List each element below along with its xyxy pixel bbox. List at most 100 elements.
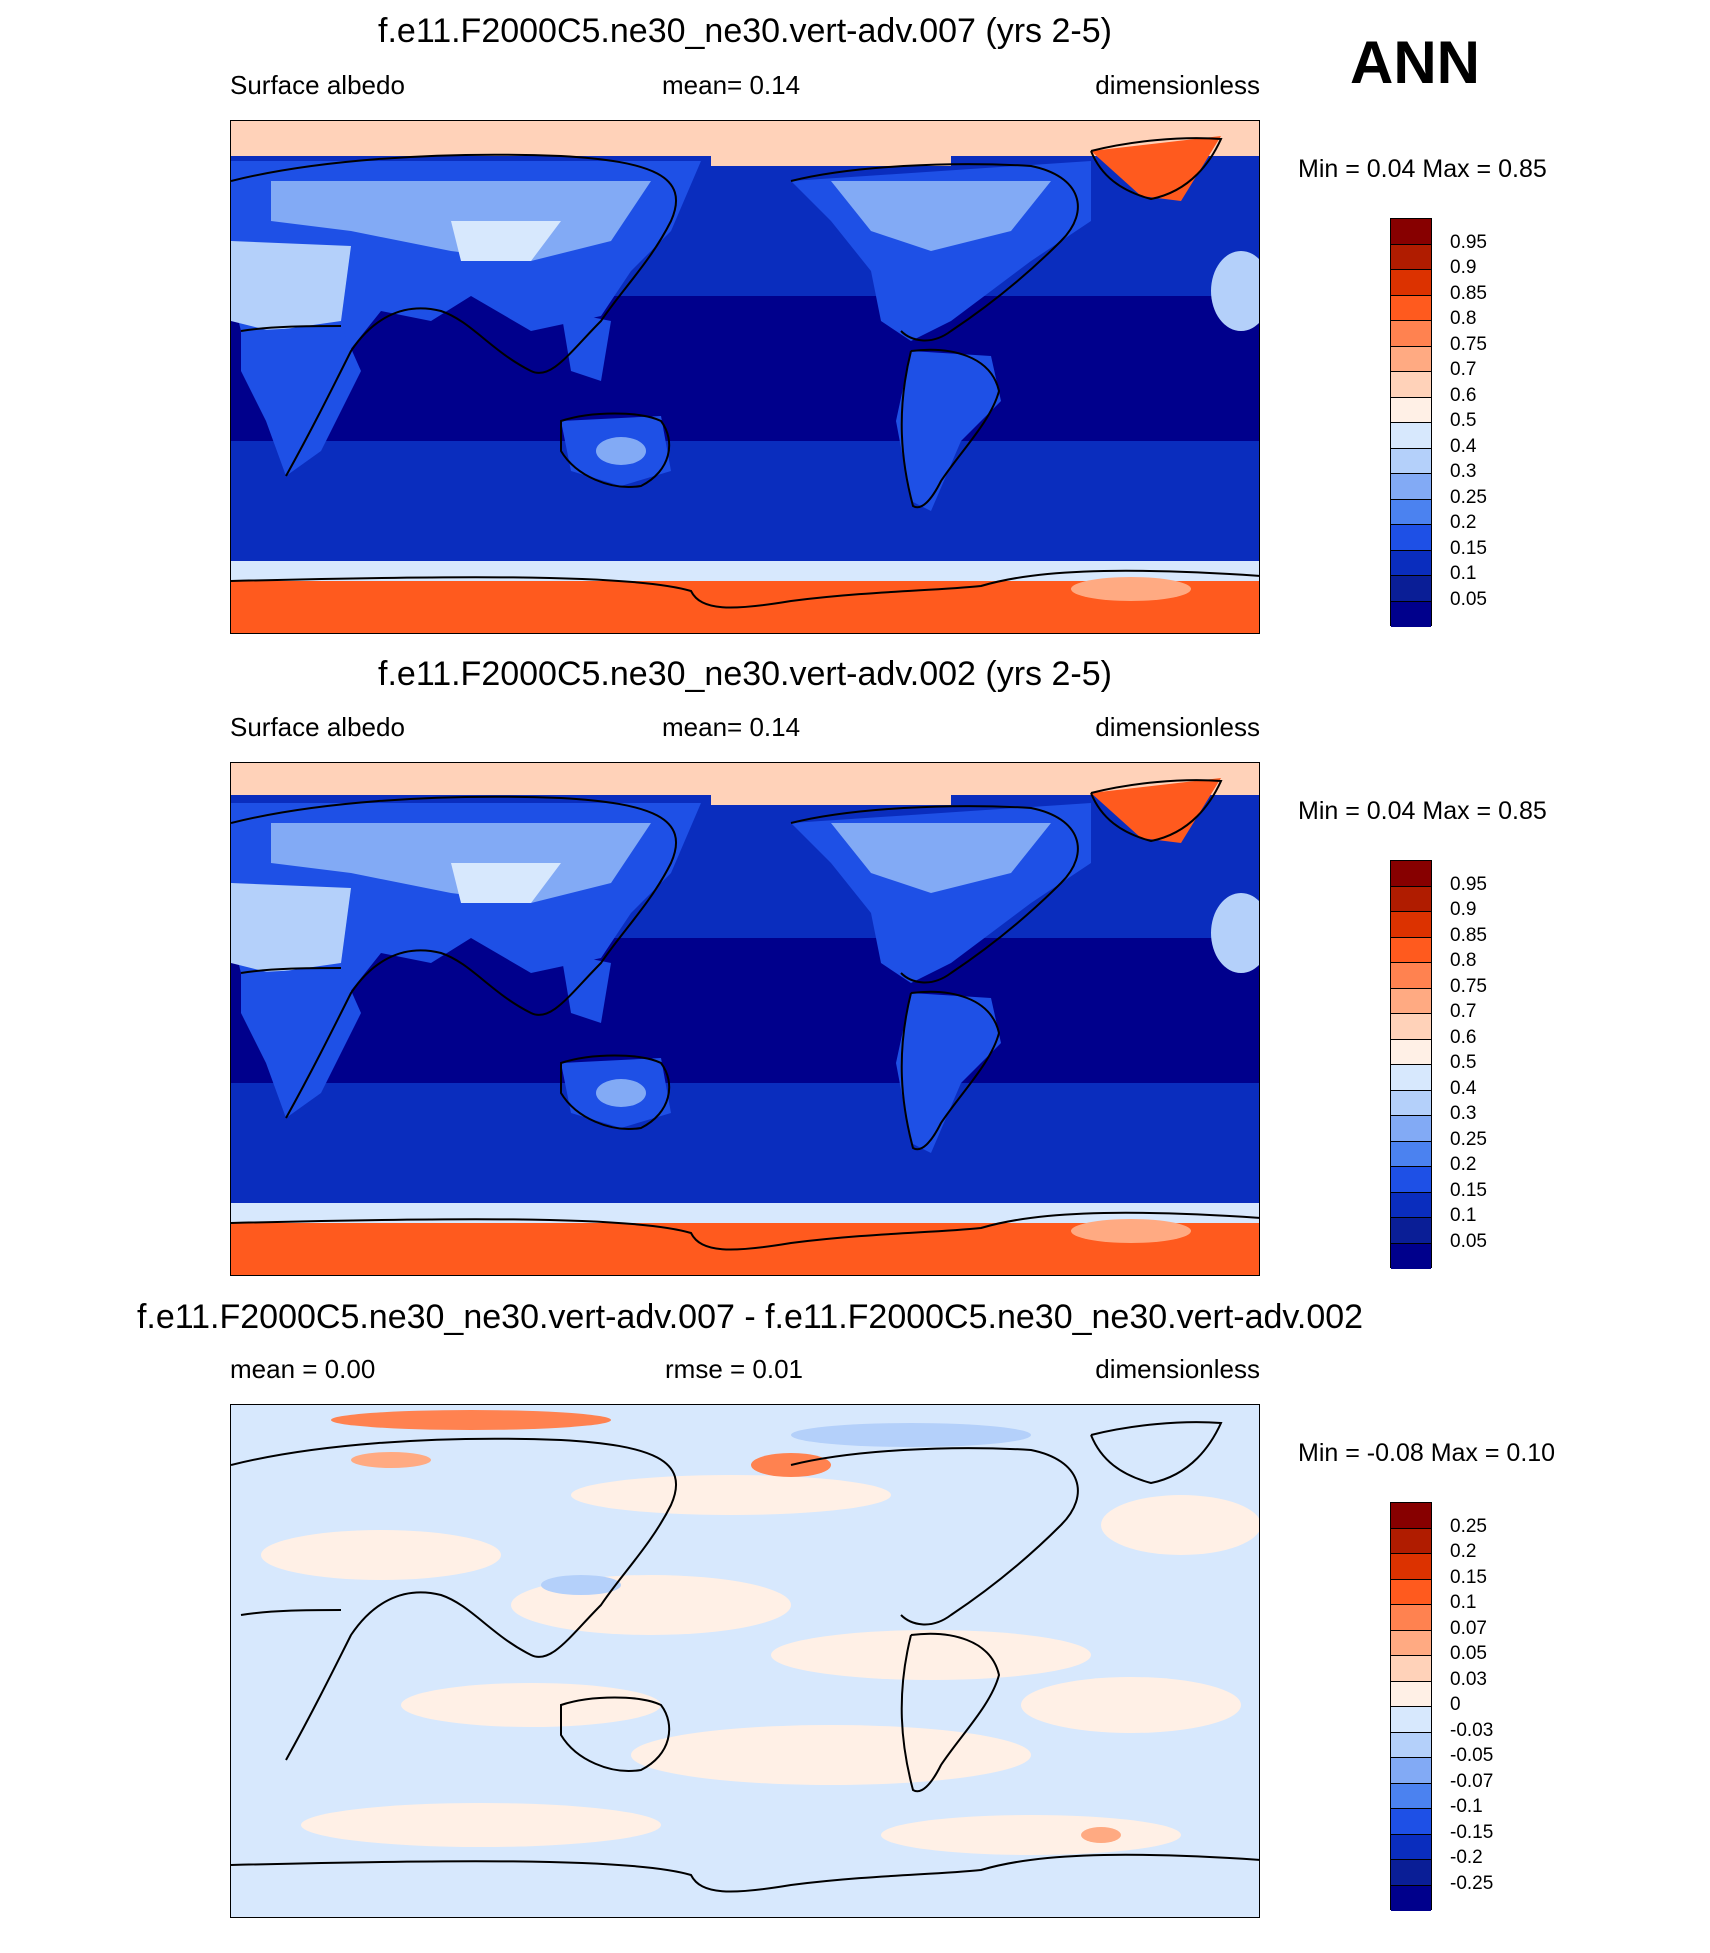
colorbar-tick-label: 0.5 xyxy=(1450,1052,1477,1073)
colorbar-tick-label: 0.05 xyxy=(1450,1643,1487,1664)
colorbar-swatch xyxy=(1391,1605,1431,1631)
colorbar-tick-label: -0.05 xyxy=(1450,1745,1494,1766)
colorbar-tick-label: 0.1 xyxy=(1450,563,1477,584)
colorbar-swatch xyxy=(1391,1116,1431,1142)
colorbar-swatch xyxy=(1391,937,1431,963)
panel-3-rmse-label: rmse = 0.01 xyxy=(665,1354,804,1384)
panel-1-minmax: Min = 0.04 Max = 0.85 xyxy=(1298,155,1547,183)
panel-3-mean-label: mean = 0.00 xyxy=(230,1354,376,1384)
colorbar-swatch xyxy=(1391,346,1431,372)
colorbar-swatch xyxy=(1391,372,1431,398)
colorbar-tick-label: 0.95 xyxy=(1450,873,1487,895)
colorbar-tick-label: 0.75 xyxy=(1450,333,1487,355)
colorbar-tick-label: 0.2 xyxy=(1450,1541,1477,1562)
colorbar-swatch xyxy=(1391,270,1431,296)
colorbar-swatch xyxy=(1391,397,1431,423)
colorbar-tick-label: 0.85 xyxy=(1450,924,1487,946)
colorbar-swatch xyxy=(1391,1167,1431,1193)
colorbar-tick-label: 0.9 xyxy=(1450,899,1477,920)
colorbar-swatch xyxy=(1391,525,1431,551)
colorbar-tick-label: 0.3 xyxy=(1450,1103,1477,1124)
colorbar-tick-label: 0.3 xyxy=(1450,461,1477,482)
colorbar-tick-label: 0.2 xyxy=(1450,1154,1477,1175)
panel-3-colorbar xyxy=(1390,1502,1432,1911)
colorbar-swatch xyxy=(1391,1579,1431,1605)
colorbar-swatch xyxy=(1391,988,1431,1014)
colorbar-tick-label: 0.03 xyxy=(1450,1668,1487,1690)
colorbar-swatch xyxy=(1391,963,1431,989)
colorbar-swatch xyxy=(1391,1039,1431,1065)
colorbar-swatch xyxy=(1391,1528,1431,1554)
panel-1-colorbar xyxy=(1390,218,1432,627)
season-label: ANN xyxy=(1350,29,1480,96)
panel-2-variable-label: Surface albedo xyxy=(230,712,405,742)
panel-1-title: f.e11.F2000C5.ne30_ne30.vert-adv.007 (yr… xyxy=(378,12,1112,50)
panel-2-minmax: Min = 0.04 Max = 0.85 xyxy=(1298,797,1547,825)
colorbar-tick-label: 0.7 xyxy=(1450,359,1477,380)
panel-1-variable-label: Surface albedo xyxy=(230,70,405,100)
colorbar-swatch xyxy=(1391,1192,1431,1218)
colorbar-tick-label: -0.15 xyxy=(1450,1821,1494,1843)
colorbar-tick-label: 0.25 xyxy=(1450,1515,1487,1537)
colorbar-swatch xyxy=(1391,1809,1431,1835)
colorbar-tick-label: 0.15 xyxy=(1450,537,1487,559)
colorbar-swatch xyxy=(1391,861,1431,887)
colorbar-swatch xyxy=(1391,1834,1431,1860)
albedo-map-1 xyxy=(231,121,1259,633)
colorbar-swatch xyxy=(1391,1758,1431,1784)
colorbar-tick-label: -0.25 xyxy=(1450,1872,1494,1894)
colorbar-tick-label: 0.6 xyxy=(1450,1026,1477,1048)
colorbar-tick-label: 0.25 xyxy=(1450,486,1487,508)
colorbar-tick-label: 0.4 xyxy=(1450,1077,1477,1099)
colorbar-tick-label: 0.15 xyxy=(1450,1179,1487,1201)
colorbar-swatch xyxy=(1391,1014,1431,1040)
panel-3-map xyxy=(230,1404,1260,1918)
colorbar-tick-label: 0.05 xyxy=(1450,1230,1487,1252)
colorbar-swatch xyxy=(1391,1732,1431,1758)
colorbar-swatch xyxy=(1391,499,1431,525)
colorbar-tick-label: 0.07 xyxy=(1450,1617,1487,1639)
colorbar-tick-label: 0 xyxy=(1450,1694,1461,1715)
panel-3-minmax: Min = -0.08 Max = 0.10 xyxy=(1298,1439,1556,1467)
colorbar-swatch xyxy=(1391,1090,1431,1116)
albedo-map-2 xyxy=(231,763,1259,1275)
colorbar-tick-label: 0.05 xyxy=(1450,588,1487,610)
colorbar-swatch xyxy=(1391,1630,1431,1656)
colorbar-tick-label: 0.1 xyxy=(1450,1205,1477,1226)
colorbar-tick-label: 0.7 xyxy=(1450,1001,1477,1022)
colorbar-swatch xyxy=(1391,601,1431,627)
panel-2-colorbar xyxy=(1390,860,1432,1269)
colorbar-swatch xyxy=(1391,550,1431,576)
panel-2-units-label: dimensionless xyxy=(1095,712,1260,742)
panel-1-units-label: dimensionless xyxy=(1095,70,1260,100)
colorbar-swatch xyxy=(1391,1783,1431,1809)
colorbar-tick-label: 0.2 xyxy=(1450,512,1477,533)
colorbar-tick-label: 0.4 xyxy=(1450,435,1477,457)
colorbar-tick-label: 0.6 xyxy=(1450,384,1477,406)
colorbar-swatch xyxy=(1391,1885,1431,1911)
colorbar-tick-label: 0.9 xyxy=(1450,257,1477,278)
colorbar-swatch xyxy=(1391,1065,1431,1091)
colorbar-swatch xyxy=(1391,1554,1431,1580)
colorbar-swatch xyxy=(1391,423,1431,449)
colorbar-swatch xyxy=(1391,474,1431,500)
colorbar-tick-label: 0.8 xyxy=(1450,308,1477,329)
colorbar-swatch xyxy=(1391,244,1431,270)
colorbar-tick-label: -0.03 xyxy=(1450,1719,1494,1741)
colorbar-tick-label: -0.07 xyxy=(1450,1770,1494,1792)
colorbar-swatch xyxy=(1391,1218,1431,1244)
colorbar-swatch xyxy=(1391,886,1431,912)
colorbar-swatch xyxy=(1391,912,1431,938)
panel-3-title: f.e11.F2000C5.ne30_ne30.vert-adv.007 - f… xyxy=(136,1298,1364,1336)
colorbar-swatch xyxy=(1391,576,1431,602)
colorbar-swatch xyxy=(1391,1243,1431,1269)
colorbar-tick-label: 0.85 xyxy=(1450,282,1487,304)
colorbar-tick-label: 0.95 xyxy=(1450,231,1487,253)
difference-map xyxy=(231,1405,1259,1917)
colorbar-swatch xyxy=(1391,321,1431,347)
colorbar-tick-label: 0.25 xyxy=(1450,1128,1487,1150)
colorbar-tick-label: -0.1 xyxy=(1450,1796,1483,1817)
panel-2-mean-label: mean= 0.14 xyxy=(662,712,801,742)
panel-3-units-label: dimensionless xyxy=(1095,1354,1260,1384)
colorbar-swatch xyxy=(1391,1707,1431,1733)
